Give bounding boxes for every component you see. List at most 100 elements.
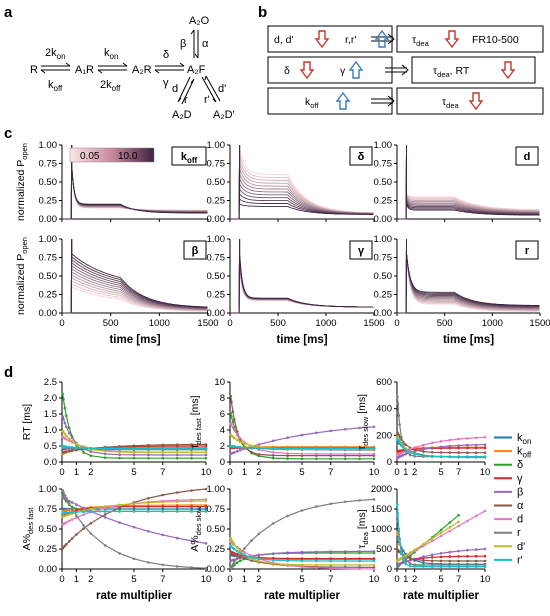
effect-row3-right-a: τdea — [442, 96, 459, 110]
series-point-alpha — [422, 450, 425, 453]
y-tick-label: 0.75 — [374, 253, 393, 264]
series-point-d — [300, 452, 304, 456]
x-tick-label: 5 — [131, 574, 136, 585]
series-point-beta — [175, 536, 179, 540]
series-point-r — [175, 565, 179, 568]
series-point-rp — [483, 455, 487, 459]
y-label-unit: [ms] — [356, 394, 368, 417]
trace-11 — [230, 144, 374, 220]
series-point-dp — [190, 451, 193, 454]
legend-label-main: β — [517, 486, 523, 498]
series-point-r — [235, 556, 239, 560]
series-point-d — [483, 436, 487, 439]
trace-11 — [397, 144, 540, 220]
trace-0 — [397, 238, 540, 314]
y-tick-label: 0.25 — [39, 544, 58, 555]
panel-title-box — [183, 240, 207, 260]
series-point-r — [70, 507, 74, 511]
series-point-d — [300, 565, 304, 569]
series-point-gamma — [466, 446, 469, 450]
x-tick-label: 500 — [270, 318, 286, 329]
series-point-beta — [204, 542, 208, 545]
series-point-delta — [315, 457, 318, 461]
trace-11 — [397, 238, 540, 314]
series-point-beta — [439, 445, 443, 449]
series-point-dp — [315, 563, 318, 567]
series-point-alpha — [118, 506, 121, 510]
legend-label-alpha: α — [517, 500, 524, 512]
colorbar: 0.05 10.0 — [69, 147, 155, 163]
trace-1 — [397, 144, 540, 220]
y-tick-label: 1.00 — [39, 140, 58, 151]
series-point-beta — [401, 561, 405, 564]
legend-label-main: d' — [517, 541, 525, 553]
series-point-rp — [65, 511, 68, 514]
series-point-rp — [75, 446, 78, 449]
y-tick-label: 0.00 — [207, 214, 226, 225]
series-point-rp — [300, 447, 304, 450]
chart-d: 0.00 0.25 0.50 0.75 1.00 d — [374, 140, 541, 225]
series-point-rp — [161, 447, 165, 450]
series-beta — [61, 415, 208, 457]
series-point-rp — [82, 446, 85, 450]
series-point-beta — [70, 436, 74, 440]
y-tick-label: 0.75 — [207, 504, 226, 515]
series-point-r — [286, 514, 289, 518]
x-axis-label: rate multiplier — [264, 590, 341, 602]
x-tick-label: 1000 — [315, 318, 336, 329]
y-label-main: τ — [356, 445, 368, 450]
series-point-d — [329, 452, 333, 456]
series-point-d — [372, 567, 376, 571]
trace-2 — [397, 238, 540, 314]
series-point-rp — [67, 445, 71, 449]
series-point-alpha — [70, 449, 74, 453]
panel-label-c: c — [4, 125, 12, 142]
series-point-dp — [67, 437, 71, 441]
trace-11 — [62, 144, 208, 220]
series-point-dp — [235, 438, 239, 442]
series-point-beta — [67, 431, 71, 435]
series-point-dp — [161, 500, 165, 504]
y-axis-label: τdes fast [ms] — [189, 395, 203, 448]
series-point-beta — [329, 429, 333, 433]
x-tick-label: 0 — [227, 467, 232, 478]
series-point-beta — [474, 548, 478, 551]
series-point-rp — [372, 559, 376, 563]
series-point-alpha — [483, 559, 487, 563]
y-tick-label: 0 — [387, 457, 392, 468]
series-point-r — [67, 502, 71, 505]
series-dp — [396, 520, 460, 562]
series-point-gamma — [483, 446, 487, 450]
x-tick-label: 0 — [227, 318, 232, 329]
series-point-d — [271, 451, 275, 454]
series-point-r — [329, 502, 333, 506]
effect-row1-right-a: τdea — [412, 34, 429, 48]
legend-item-rp: r' — [494, 554, 523, 566]
series-point-rp — [257, 557, 261, 561]
series-point-alpha — [235, 430, 239, 433]
legend-label-main: r — [517, 527, 521, 539]
series-point-dp — [70, 440, 74, 443]
chart-koff: 0.00 0.25 0.50 0.75 1.00 normalized Popen koff — [15, 140, 209, 225]
series-point-rp — [238, 445, 242, 449]
state-A2Dp: A₂D′ — [213, 109, 235, 121]
trace-8 — [397, 144, 540, 220]
trace-11 — [62, 238, 208, 314]
x-tick-label: 2 — [412, 467, 417, 478]
panel-title: koff — [181, 151, 198, 165]
series-point-d — [430, 441, 434, 445]
series-point-alpha — [404, 443, 408, 447]
effect-row1-left-b: r,r' — [345, 34, 356, 46]
rate-delta: δ — [163, 49, 169, 61]
legend-label-koff: koff — [517, 446, 532, 460]
series-point-beta — [474, 443, 478, 447]
state-A1R: A₁R — [75, 64, 94, 76]
series-point-delta — [448, 521, 452, 524]
series-point-gamma — [132, 505, 136, 509]
y-tick-label: 0.00 — [374, 308, 393, 319]
series-point-gamma — [300, 557, 304, 560]
series-point-dp — [372, 563, 376, 567]
series-point-d — [372, 452, 376, 456]
series-point-beta — [161, 453, 165, 457]
series-d — [396, 436, 487, 457]
